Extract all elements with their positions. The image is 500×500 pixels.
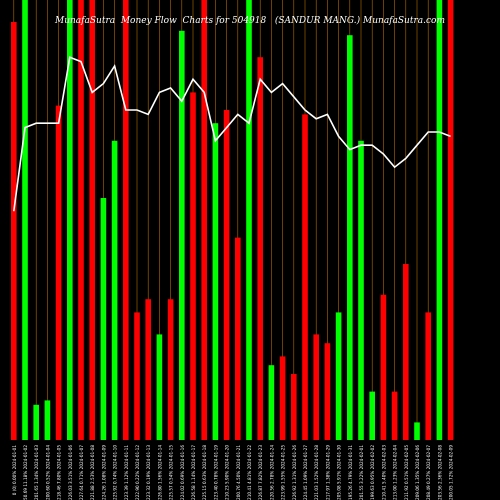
x-tick-label: 223.32 0.19% 2024-01-13: [146, 445, 151, 500]
x-tick-label: 226.58 1.14% 2024-01-17: [191, 445, 196, 500]
x-tick-label: 225.57 0.54% 2024-01-15: [169, 445, 174, 500]
bar: [89, 0, 95, 440]
x-tick-label: 218.46 7.80% 2024-01-05: [57, 445, 62, 500]
money-flow-line: [13, 56, 451, 212]
x-tick-label: 210.23 5.90% 2024-01-20: [225, 445, 230, 500]
x-tick-label: 224.26 1.08% 2024-01-09: [101, 445, 106, 500]
volume-bars: [11, 0, 454, 441]
x-tick-labels: 0 (0) 0.00% 2024-01-01 150.69 11.18% 2024…: [12, 445, 454, 500]
bar: [22, 0, 28, 440]
bar: [246, 0, 252, 440]
x-tick-label: 217.97 1.38% 2024-01-29: [325, 445, 330, 500]
x-tick-label: 226.92 1.31% 2024-01-26: [292, 445, 297, 500]
x-tick-label: 201.55 3.22% 2024-02-01: [359, 445, 364, 500]
bar: [190, 92, 196, 441]
x-tick-label: 226.87 7.82% 2024-01-23: [258, 445, 263, 500]
bar: [369, 391, 375, 440]
x-tick-label: 221.88 2.53% 2024-01-08: [90, 445, 95, 500]
bar: [324, 343, 331, 440]
x-tick-label: 208.49 0.27% 2024-02-07: [426, 445, 431, 500]
bar: [358, 140, 364, 441]
bar: [291, 374, 297, 440]
bar: [212, 123, 219, 440]
x-tick-label: 224.45 1.09% 2024-01-27: [303, 445, 308, 500]
bar: [335, 312, 342, 440]
bar: [414, 422, 420, 440]
bar: [201, 0, 207, 440]
x-tick-label: 220.56 2.78% 2024-01-24: [269, 445, 274, 500]
bar: [33, 404, 39, 440]
x-tick-label: 200.76 4.50% 2024-01-21: [236, 445, 241, 500]
bar: [134, 312, 140, 440]
x-tick-label: 213.00 1.23% 2024-02-04: [393, 445, 398, 500]
x-tick-label: 227.64 0.71% 2024-01-07: [79, 445, 84, 500]
x-tick-label: 199.63 0.95% 2024-02-02: [370, 445, 375, 500]
bar: [302, 114, 308, 441]
bar: [179, 30, 185, 441]
x-tick-label: 0 (0) 0.00% 2024-01-01: [12, 445, 17, 496]
bar: [403, 264, 409, 440]
x-tick-label: 223.99 1.55% 2024-01-25: [281, 445, 286, 500]
bar: [167, 299, 174, 440]
bar: [279, 356, 286, 440]
bar: [156, 334, 163, 440]
x-tick-label: 223.40 0.78% 2024-01-19: [213, 445, 218, 500]
x-tick-label: 224.02 0.69% 2024-01-16: [180, 445, 185, 500]
bar: [145, 299, 151, 440]
x-tick-label: 203.56 2.36% 2024-02-08: [437, 445, 442, 500]
bar: [44, 400, 51, 440]
bar: [123, 0, 129, 440]
x-tick-label: 211.92 0.51% 2024-02-05: [404, 445, 409, 500]
bar: [447, 0, 454, 440]
bar: [11, 22, 17, 440]
bar: [111, 140, 118, 441]
bar: [223, 110, 230, 440]
bar: [391, 391, 398, 440]
x-tick-label: 205.08 5.91% 2024-01-30: [337, 445, 342, 500]
bar: [78, 0, 84, 440]
x-tick-label: 209.06 1.35% 2024-02-06: [415, 445, 420, 500]
x-tick-label: 150.69 11.18% 2024-01-02: [23, 445, 28, 500]
bar: [100, 198, 107, 440]
x-tick-label: 225.15 0.63% 2024-01-18: [202, 445, 207, 500]
x-tick-label: 226.80 1.56% 2024-01-14: [157, 445, 162, 500]
x-tick-label: 200.60 0.52% 2024-01-04: [45, 445, 50, 500]
bar: [67, 0, 73, 440]
bar: [268, 365, 275, 440]
bar: [55, 105, 62, 440]
bar: [380, 294, 387, 440]
x-tick-label: 201.65 1.34% 2024-01-03: [34, 445, 39, 500]
bar: [425, 312, 431, 440]
bar: [347, 35, 353, 440]
bar: [313, 334, 319, 440]
x-tick-label: 210.41 4.81% 2024-01-22: [247, 445, 252, 500]
x-tick-label: 226.03 3.51% 2024-01-06: [68, 445, 73, 500]
x-tick-label: 222.90 0.22% 2024-01-12: [135, 445, 140, 500]
x-tick-label: 200.05 1.72% 2024-02-09: [449, 445, 454, 500]
x-tick-label: 210.41 5.40% 2024-02-03: [381, 445, 386, 500]
bar: [235, 237, 241, 440]
bar: [257, 57, 263, 440]
x-tick-label: 225.92 0.74% 2024-01-10: [113, 445, 118, 500]
bar: [436, 0, 443, 440]
x-tick-label: 195.26 4.79% 2024-01-31: [348, 445, 353, 500]
x-tick-label: 223.39 1.12% 2024-01-11: [124, 445, 129, 500]
x-tick-label: 221.03 1.52% 2024-01-28: [314, 445, 319, 500]
